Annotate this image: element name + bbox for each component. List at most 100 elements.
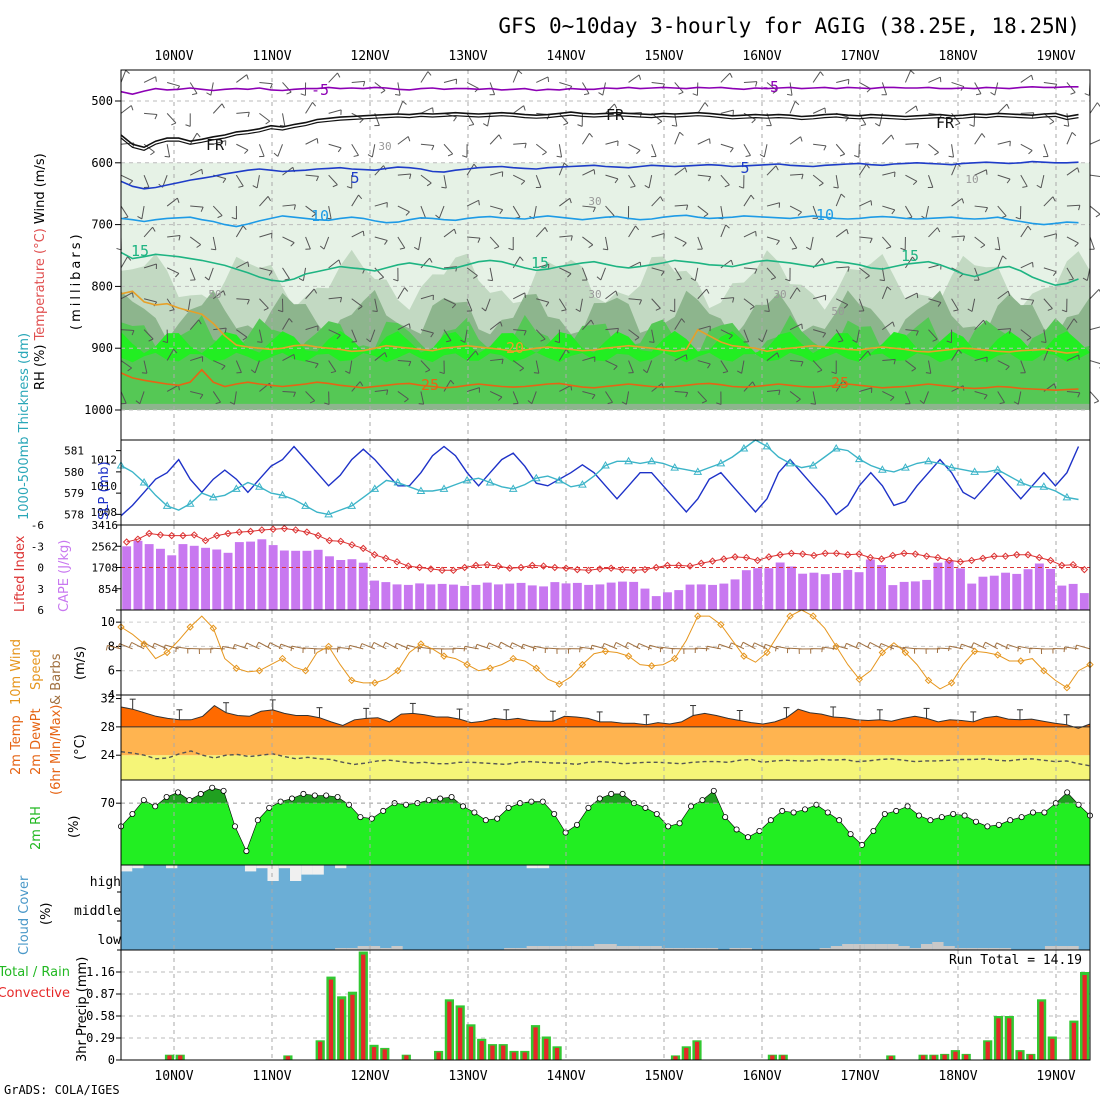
wind-barb-flag [534, 373, 539, 374]
cape-bar [652, 596, 661, 610]
y-tick-label: 800 [91, 279, 113, 293]
cloud-level-label: high [90, 875, 121, 890]
wind-barb-flag [756, 231, 757, 236]
rh2m-marker [745, 835, 750, 840]
wind-barb [1090, 361, 1100, 365]
wind10-barb-flag [245, 643, 247, 648]
cloud-high-bar [313, 865, 324, 875]
contour-label: 25 [831, 374, 849, 392]
precip-convective-bar [501, 1046, 505, 1060]
cloud-low-bar [842, 944, 853, 950]
contour-label: 25 [421, 376, 439, 394]
rh2m-marker [335, 794, 340, 799]
contour-label: 15 [901, 247, 919, 265]
precip-convective-bar [523, 1052, 527, 1060]
rh2m-marker [837, 818, 842, 823]
contour-label: 50 [208, 288, 221, 301]
temp-tick-label: 28 [101, 720, 115, 734]
cape-bar [764, 568, 773, 610]
wind-barb-flag [257, 342, 262, 343]
precip-convective-bar [1083, 975, 1087, 1060]
precip-convective-bar [986, 1042, 990, 1060]
cape-bar [708, 585, 717, 610]
cloud-low-bar [606, 944, 617, 950]
footer-credit: GrADS: COLA/IGES [4, 1083, 120, 1097]
wind10-units: (m/s) [73, 646, 88, 680]
precip-convective-bar [372, 1047, 376, 1060]
date-label-bottom: 17NOV [840, 1069, 879, 1084]
precip-convective-bar [404, 1055, 408, 1060]
pressure-ylabel: (millibars) [69, 231, 84, 330]
wind-barb-flag [811, 404, 816, 405]
date-label-top: 12NOV [350, 49, 389, 64]
date-label-top: 10NOV [154, 49, 193, 64]
precip-convective-bar [555, 1048, 559, 1060]
rh2m-marker [187, 797, 192, 802]
cape-tick-label: 2562 [92, 540, 119, 553]
cape-bar [855, 572, 864, 610]
cape-bar [900, 582, 909, 610]
cloud-low-bar [617, 946, 628, 950]
cape-bar [697, 584, 706, 610]
rh2m-marker [780, 808, 785, 813]
cape-bar [922, 580, 931, 610]
cloud-high-bar [301, 865, 312, 875]
rh2m-marker [711, 788, 716, 793]
wind-barb-flag [1079, 355, 1080, 360]
cape-bar [956, 568, 965, 610]
date-label-top: 16NOV [742, 49, 781, 64]
wind10-barb-flag [614, 642, 616, 647]
wind10-barb-flag [741, 642, 743, 646]
cloud-low-bar [853, 944, 864, 950]
precip-convective-bar [996, 1018, 1000, 1060]
rh2m-marker [666, 824, 671, 829]
thickness-ylabel: 1000-500mb Thickness (dm) [17, 333, 32, 520]
cape-bar [539, 586, 548, 610]
wind-barb-flag [649, 342, 654, 343]
rh2m-ylabel: 2m RH [29, 806, 44, 850]
wind-barb-flag [142, 373, 147, 374]
cloud-low-bar [944, 946, 955, 950]
rh2m-marker [962, 813, 967, 818]
cloud-low-bar [369, 946, 380, 950]
rh2m-marker [210, 785, 215, 790]
precip-convective-bar [167, 1055, 171, 1060]
precip-convective-label: Convective [0, 986, 70, 1001]
thickness-tick-label: 580 [64, 466, 84, 479]
wind-barb-flag [488, 280, 493, 281]
rh2m-marker [734, 827, 739, 832]
cloud-low-bar [865, 944, 876, 950]
rh2m-marker [472, 810, 477, 815]
run-total-label: Run Total = 14.19 [949, 953, 1082, 968]
cloud-units: (%) [39, 903, 54, 926]
cloud-low-bar [391, 946, 402, 950]
cape-bar [145, 544, 154, 610]
series-line-Thickness [121, 440, 1079, 514]
wind-barb-flag [1096, 214, 1100, 217]
rh2m-marker [506, 805, 511, 810]
wind10-barb-flag [706, 646, 707, 651]
cloud-high-bar [290, 865, 301, 881]
rh2m-marker [973, 819, 978, 824]
precip-convective-bar [1007, 1018, 1011, 1060]
contour-label: 30 [588, 288, 601, 301]
cape-bar [573, 583, 582, 610]
date-label-top: 15NOV [644, 49, 683, 64]
cape-bar [438, 584, 447, 610]
cape-bar [494, 584, 503, 610]
precip-convective-bar [781, 1055, 785, 1060]
wind-tick-label: 6 [108, 664, 115, 678]
cloud-level-label: low [98, 933, 122, 948]
rh-label: RH (%) [33, 340, 48, 390]
cape-bar [370, 581, 379, 610]
band-low [121, 755, 1090, 780]
date-label-bottom: 15NOV [644, 1069, 683, 1084]
cape-bar [550, 582, 559, 610]
contour-label: FR [936, 114, 955, 132]
cape-bar [280, 551, 289, 611]
precip-convective-bar [178, 1055, 182, 1060]
wind-barb-flag [525, 293, 526, 298]
